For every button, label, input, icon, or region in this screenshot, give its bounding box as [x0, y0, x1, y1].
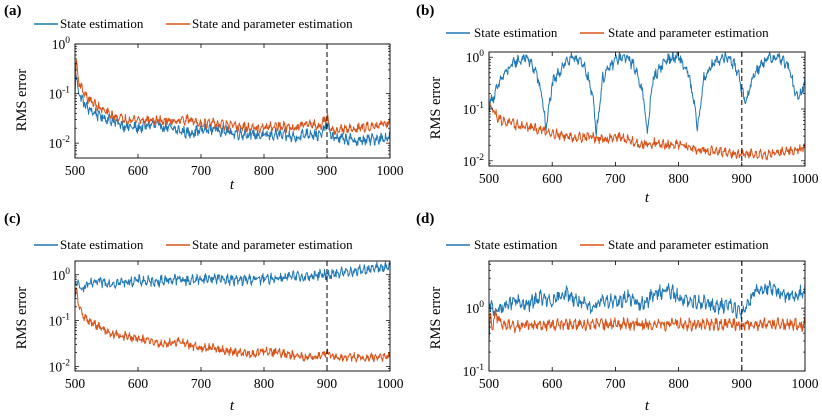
legend-entry-state-b: State estimation	[474, 25, 558, 40]
series-line-state-d	[489, 280, 805, 320]
x-tick-label-a-4: 900	[317, 163, 338, 178]
panel-a: (a) State estimation State and parameter…	[4, 3, 404, 193]
legend-entry-param-b: State and parameter estimation	[608, 25, 769, 40]
y-tick-label-a-2: 100	[52, 36, 71, 52]
x-tick-label-c-0: 500	[65, 376, 86, 391]
legend-b: State estimation State and parameter est…	[446, 25, 769, 40]
x-tick-label-a-2: 700	[191, 163, 212, 178]
x-tick-label-d-3: 800	[668, 376, 689, 391]
panel-b: (b) State estimation State and parameter…	[416, 3, 819, 206]
plot-frame-c	[74, 260, 391, 372]
y-tick-label-b-0: 10-2	[463, 153, 485, 169]
y-tick-label-a-0: 10-2	[49, 135, 71, 151]
x-tick-label-a-1: 600	[128, 163, 149, 178]
panel-label-d: (d)	[416, 211, 434, 227]
y-tick-label-c-0: 10-2	[49, 358, 71, 374]
series-line-state-a	[75, 66, 390, 147]
panel-c: (c) State estimation State and parameter…	[4, 211, 404, 414]
x-tick-label-d-4: 900	[732, 376, 753, 391]
x-tick-label-c-4: 900	[317, 376, 338, 391]
panel-d: (d) State estimation State and parameter…	[416, 211, 819, 414]
legend-entry-param-c: State and parameter estimation	[192, 237, 353, 252]
x-tick-label-c-3: 800	[254, 376, 275, 391]
x-tick-label-b-0: 500	[479, 171, 500, 186]
y-tick-label-b-1: 10-1	[463, 101, 485, 117]
y-axis-label-d: RMS error	[428, 287, 444, 350]
y-tick-label-b-2: 100	[466, 49, 485, 65]
series-line-param-a	[75, 59, 390, 135]
y-axis-label-b: RMS error	[428, 77, 444, 140]
x-tick-label-c-1: 600	[128, 376, 149, 391]
x-tick-label-c-2: 700	[191, 376, 212, 391]
legend-entry-param-d: State and parameter estimation	[608, 237, 769, 252]
y-axis-label-a: RMS error	[14, 69, 30, 132]
series-line-param-d	[489, 307, 805, 341]
x-axis-label-b: t	[645, 190, 650, 206]
plot-frame-d	[488, 260, 806, 372]
x-tick-label-b-2: 700	[605, 171, 626, 186]
y-tick-label-a-1: 10-1	[49, 86, 71, 102]
series-line-state-b	[489, 52, 805, 136]
x-tick-label-b-5: 1000	[792, 171, 819, 186]
legend-entry-param-a: State and parameter estimation	[192, 16, 353, 31]
legend-entry-state-c: State estimation	[60, 237, 144, 252]
x-tick-label-d-0: 500	[479, 376, 500, 391]
x-tick-label-d-5: 1000	[792, 376, 819, 391]
x-tick-label-a-0: 500	[65, 163, 86, 178]
y-axis-label-c: RMS error	[14, 287, 30, 350]
x-tick-label-b-1: 600	[542, 171, 563, 186]
x-axis-label-d: t	[645, 398, 650, 414]
x-tick-label-d-2: 700	[605, 376, 626, 391]
y-tick-label-c-1: 10-1	[49, 313, 71, 329]
panel-label-a: (a)	[4, 3, 22, 19]
legend-entry-state-a: State estimation	[60, 16, 144, 31]
legend-a: State estimation State and parameter est…	[34, 16, 353, 31]
series-line-state-c	[75, 261, 390, 293]
x-tick-label-b-4: 900	[732, 171, 753, 186]
y-tick-label-d-1: 100	[466, 300, 485, 316]
panel-label-b: (b)	[416, 3, 434, 19]
x-tick-label-d-1: 600	[542, 376, 563, 391]
y-tick-label-d-0: 10-1	[463, 363, 485, 379]
x-axis-label-a: t	[230, 177, 235, 193]
x-tick-label-b-3: 800	[668, 171, 689, 186]
series-line-param-c	[75, 287, 390, 363]
plot-frame-a	[74, 43, 391, 159]
y-tick-label-c-2: 100	[52, 267, 71, 283]
series-line-param-b	[489, 101, 805, 161]
legend-c: State estimation State and parameter est…	[34, 237, 353, 252]
panel-label-c: (c)	[4, 211, 21, 227]
legend-d: State estimation State and parameter est…	[446, 237, 769, 252]
x-tick-label-a-5: 1000	[377, 163, 404, 178]
x-axis-label-c: t	[230, 398, 235, 414]
legend-entry-state-d: State estimation	[474, 237, 558, 252]
x-tick-label-a-3: 800	[254, 163, 275, 178]
x-tick-label-c-5: 1000	[377, 376, 404, 391]
